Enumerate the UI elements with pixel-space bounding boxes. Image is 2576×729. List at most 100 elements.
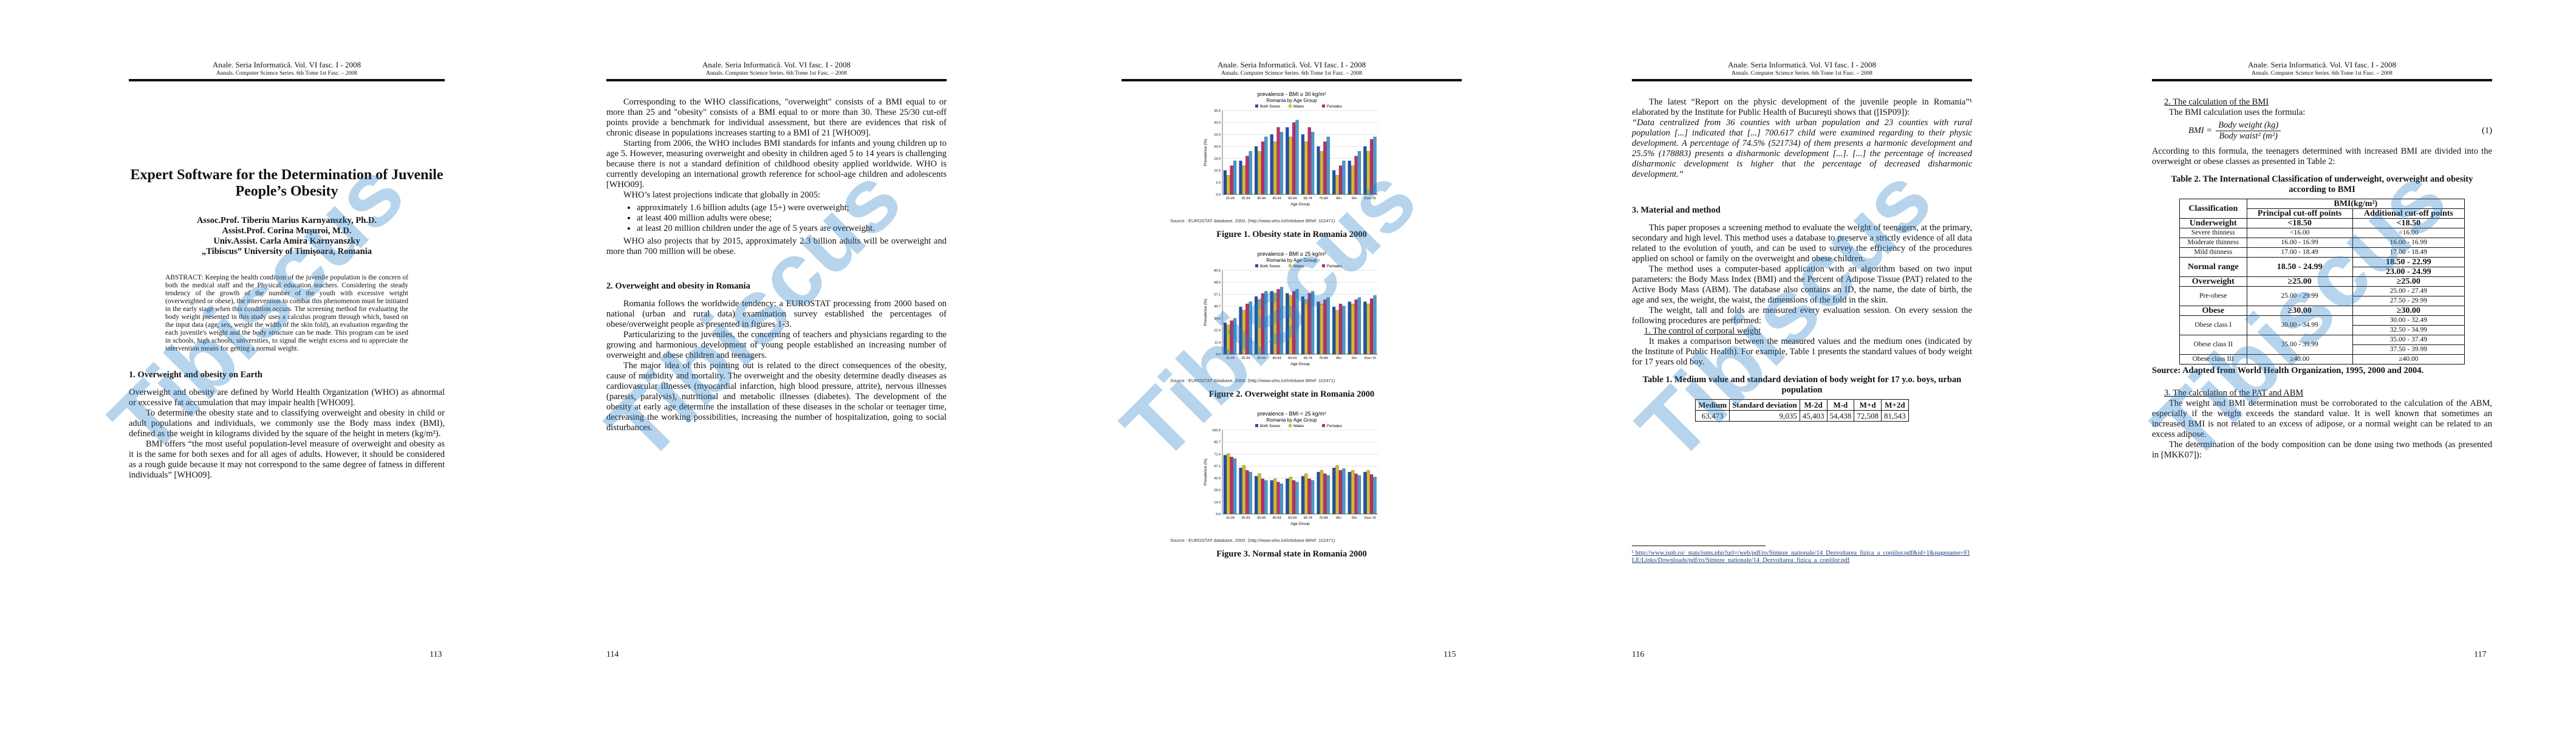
table-row: Obese class III ≥40.00 ≥40.00 <box>2179 354 2465 364</box>
bar <box>1332 307 1336 355</box>
bar <box>1295 289 1299 355</box>
chart-source: Source : EUROSTAT database, 2000. (http:… <box>1170 378 1335 383</box>
table-row: Underweight <18.50 <18.50 <box>2179 218 2465 228</box>
table-header: Principal cut-off points <box>2246 208 2353 219</box>
bar <box>1239 307 1242 355</box>
bar <box>1276 127 1280 195</box>
bar <box>1239 160 1242 195</box>
paragraph: It makes a comparison between the measur… <box>1632 337 1972 367</box>
x-tick-label: 35-44 <box>1257 197 1266 200</box>
bar <box>1348 160 1351 195</box>
x-tick-label: 75-84 <box>1319 197 1327 200</box>
table-header: M+2d <box>1881 399 1909 411</box>
x-tick-label: Over 15 <box>1364 197 1376 200</box>
paragraph: WHO also projects that by 2015, approxim… <box>606 236 947 256</box>
bar <box>1338 470 1342 515</box>
table-header: Medium <box>1695 399 1730 411</box>
table-cell: Pre-obese <box>2179 286 2247 306</box>
bar <box>1273 142 1277 195</box>
bar <box>1276 289 1280 355</box>
table-cell: 81,543 <box>1881 410 1909 422</box>
footnote-link[interactable]: ¹ http://www.ispb.ro/_stats/isms.php?url… <box>1632 550 1970 564</box>
legend-entry: Both Sexes <box>1260 424 1281 428</box>
table-cell: 30.00 - 32.49 <box>2352 315 2465 326</box>
bar <box>1366 470 1370 515</box>
bar <box>1320 470 1323 515</box>
abstract: ABSTRACT: Keeping the health condition o… <box>165 274 408 352</box>
bar <box>1351 470 1355 515</box>
y-tick-label: 28.6 <box>1214 489 1221 493</box>
bar <box>1342 468 1346 515</box>
bar <box>1304 299 1308 355</box>
formula-numerator: Body weight (kg) <box>2216 120 2281 131</box>
table-row: Obese class II 35.00 - 39.99 35.00 - 37.49 <box>2179 335 2465 355</box>
x-tick-label: 45-54 <box>1273 357 1281 360</box>
bar <box>1301 476 1304 515</box>
table-header: BMI(kg/m²) <box>2246 199 2465 209</box>
bar <box>1261 478 1264 515</box>
x-tick-label: 45-54 <box>1273 197 1281 200</box>
table-caption: Table 1. Medium value and standard devia… <box>1642 375 1962 395</box>
bar <box>1270 291 1273 355</box>
table-header: M+d <box>1854 399 1882 411</box>
bar <box>1230 165 1233 195</box>
table-cell: Normal range <box>2179 257 2247 277</box>
bar <box>1286 127 1289 195</box>
figure-caption: Figure 2. Overweight state in Romania 20… <box>1208 389 1375 399</box>
table-cell: ≥40.00 <box>2246 354 2353 364</box>
table-cell: Obese class I <box>2179 315 2247 335</box>
bar <box>1242 165 1245 195</box>
bar <box>1249 471 1252 515</box>
x-tick-label: 45-54 <box>1273 516 1281 520</box>
running-header: Anale. Seria Informatică. Vol. VI fasc. … <box>129 61 445 81</box>
bar <box>1295 482 1299 515</box>
bar <box>1289 137 1292 195</box>
running-header: Anale. Seria Informatică. Vol. VI fasc. … <box>1632 61 1972 81</box>
bar <box>1348 471 1351 515</box>
table-cell: Obese <box>2179 306 2247 316</box>
bar <box>1332 467 1336 515</box>
page-number: 115 <box>1444 650 1456 659</box>
bar <box>1326 475 1330 515</box>
table-cell: 45,403 <box>1799 410 1828 422</box>
bar <box>1223 323 1227 355</box>
page-number: 116 <box>1632 650 1645 659</box>
x-tick-label: 75-84 <box>1319 357 1327 360</box>
formula-number: (1) <box>2482 126 2492 135</box>
bar <box>1307 127 1311 195</box>
bar <box>1304 142 1308 195</box>
table-header: Classification <box>2179 199 2247 219</box>
table-cell: 35.00 - 37.49 <box>2352 335 2465 345</box>
bar <box>1366 151 1370 195</box>
table-row: Obese ≥30.00 ≥30.00 <box>2179 306 2465 316</box>
bar <box>1242 310 1245 355</box>
y-tick-label: 100.0 <box>1212 429 1221 433</box>
y-tick-label: 11.4 <box>1214 341 1221 344</box>
table-cell: <16.00 <box>2352 228 2465 238</box>
x-axis-label: Age Group <box>1290 202 1310 207</box>
table-cell: Mild thinness <box>2179 247 2247 258</box>
bar <box>1311 132 1315 195</box>
running-header: Anale. Seria Informatică. Vol. VI fasc. … <box>1122 61 1462 81</box>
bar <box>1363 146 1367 195</box>
table-cell: ≥40.00 <box>2352 354 2465 364</box>
bar <box>1320 151 1323 195</box>
y-tick-label: 0.0 <box>1216 513 1221 516</box>
table-bmi-classification: Classification BMI(kg/m²) Principal cut-… <box>2179 199 2465 364</box>
bar <box>1342 306 1346 355</box>
x-tick-label: 35-44 <box>1257 357 1266 360</box>
bar <box>1289 295 1292 355</box>
y-tick-label: 20.0 <box>1214 145 1221 149</box>
x-tick-label: 35-44 <box>1257 516 1266 520</box>
y-tick-label: 10.0 <box>1214 169 1221 173</box>
y-tick-label: 14.3 <box>1214 501 1221 504</box>
y-tick-label: 57.1 <box>1214 465 1221 468</box>
table-cell: 17.00 - 18.49 <box>2246 247 2353 258</box>
quote: “Data centralized from 36 counties with … <box>1632 118 1972 179</box>
x-tick-label: 15-24 <box>1226 357 1235 360</box>
bar <box>1258 151 1261 195</box>
list-item: approximately 1.6 billion adults (age 15… <box>637 203 947 213</box>
paragraph: The BMI calculation uses the formula: <box>2169 108 2306 117</box>
bar <box>1230 457 1233 515</box>
